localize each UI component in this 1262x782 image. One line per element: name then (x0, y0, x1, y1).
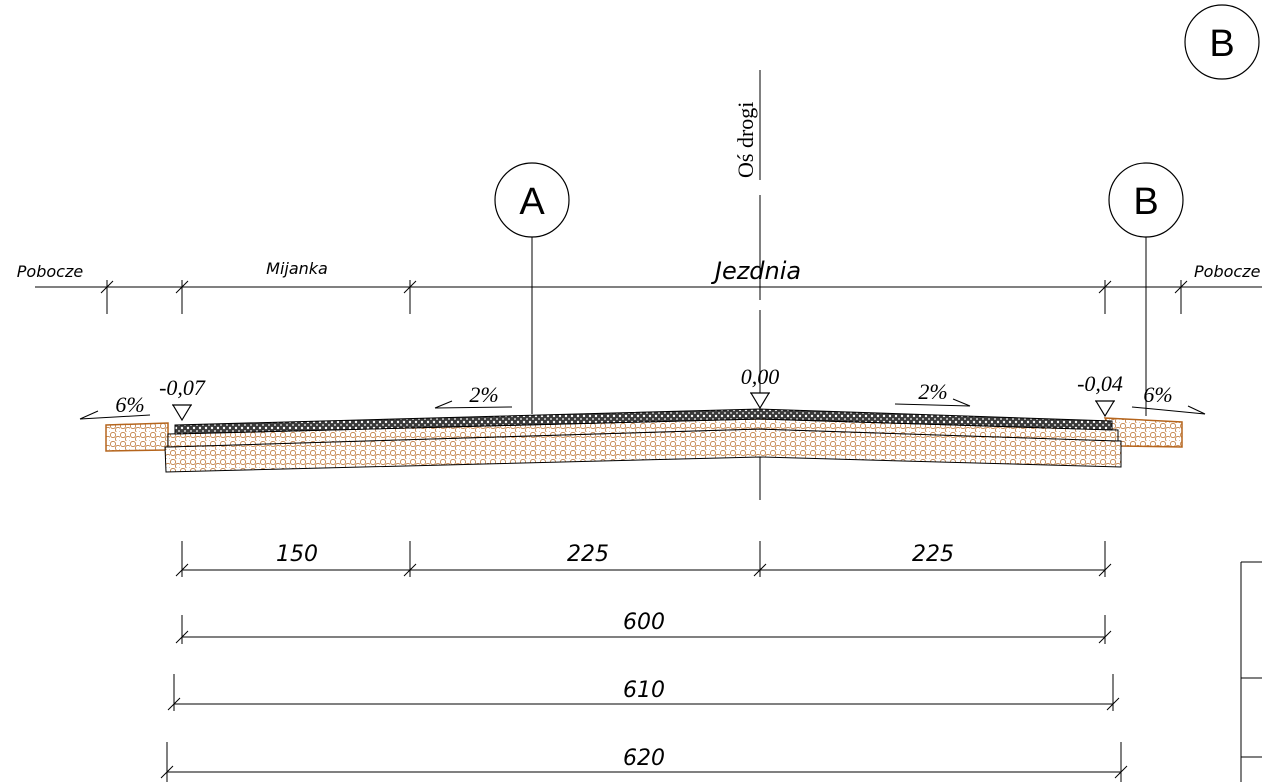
dimension-label-600: 600 (623, 610, 665, 635)
dimension-row-parts: 150 225 225 (175, 541, 1112, 577)
axis-label: Oś drogi (733, 102, 758, 178)
slope-left-shoulder: 6% (79, 392, 151, 420)
slope-label-right-lane: 2% (918, 379, 947, 404)
left-shoulder-fill (105, 422, 169, 452)
section-bubble-a: A (494, 162, 570, 414)
level-marker-right: -0,04 (1077, 371, 1123, 418)
slope-label-left-lane: 2% (469, 382, 498, 407)
pavement-layers (105, 408, 1183, 473)
level-label-right: -0,04 (1077, 371, 1123, 396)
dimension-row-600: 600 (175, 610, 1112, 644)
road-axis: Oś drogi (733, 70, 761, 500)
level-label-left: -0,07 (159, 375, 206, 400)
dimension-label-150: 150 (276, 542, 318, 567)
slope-label-left-shoulder: 6% (115, 392, 144, 417)
section-bubble-b-label: B (1133, 181, 1158, 223)
zone-dimension-line: Pobocze Mijanka Jezdnia Pobocze (17, 257, 1262, 314)
dimension-label-225-left: 225 (567, 542, 609, 567)
level-label-center: 0,00 (741, 364, 780, 389)
dimension-label-225-right: 225 (912, 542, 954, 567)
zone-label-right-shoulder: Pobocze (1194, 262, 1261, 281)
section-bubble-b: B (1108, 162, 1184, 416)
dimension-label-620: 620 (623, 746, 665, 771)
level-marker-left: -0,07 (159, 375, 206, 422)
zone-label-left-shoulder: Pobocze (17, 262, 84, 281)
section-bubble-a-label: A (519, 181, 545, 223)
title-block-fragment (1240, 561, 1262, 782)
zone-label-passing-place: Mijanka (266, 259, 328, 278)
slope-left-lane: 2% (434, 382, 513, 409)
level-marker-center: 0,00 (741, 364, 780, 410)
dimension-row-620: 620 (160, 742, 1128, 782)
dimension-row-610: 610 (167, 674, 1120, 711)
slope-right-shoulder: 6% (1131, 382, 1206, 415)
slope-right-lane: 2% (894, 379, 971, 407)
section-bubble-corner: B (1184, 4, 1260, 80)
section-bubble-corner-label: B (1209, 23, 1234, 65)
zone-label-carriageway: Jezdnia (711, 257, 801, 285)
dimension-label-610: 610 (623, 678, 665, 703)
slope-label-right-shoulder: 6% (1143, 382, 1172, 407)
